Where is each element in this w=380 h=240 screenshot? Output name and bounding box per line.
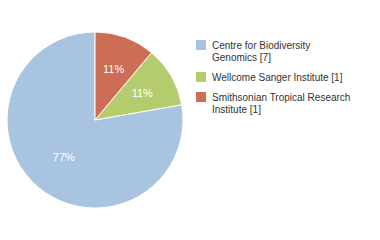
legend-swatch [196,40,206,50]
data-label: 77% [53,151,75,163]
pie [7,32,183,208]
legend-swatch [196,92,206,102]
data-labels: 77% 11% 11% [53,63,153,163]
chart: 77% 11% 11% Centre for BiodiversityGenomics… [0,0,380,240]
data-label: 11% [132,87,153,99]
legend-swatch [196,72,206,82]
pie-slice [95,32,152,120]
data-label: 11% [103,63,124,75]
legend: Centre for BiodiversityGenomics [7] Wellc… [196,40,350,115]
legend-label: Wellcome Sanger Institute [1] [212,72,343,83]
legend-label: Smithsonian Tropical ResearchInstitute [… [212,92,350,115]
legend-label: Centre for BiodiversityGenomics [7] [212,40,310,63]
pie-slice [7,32,183,208]
